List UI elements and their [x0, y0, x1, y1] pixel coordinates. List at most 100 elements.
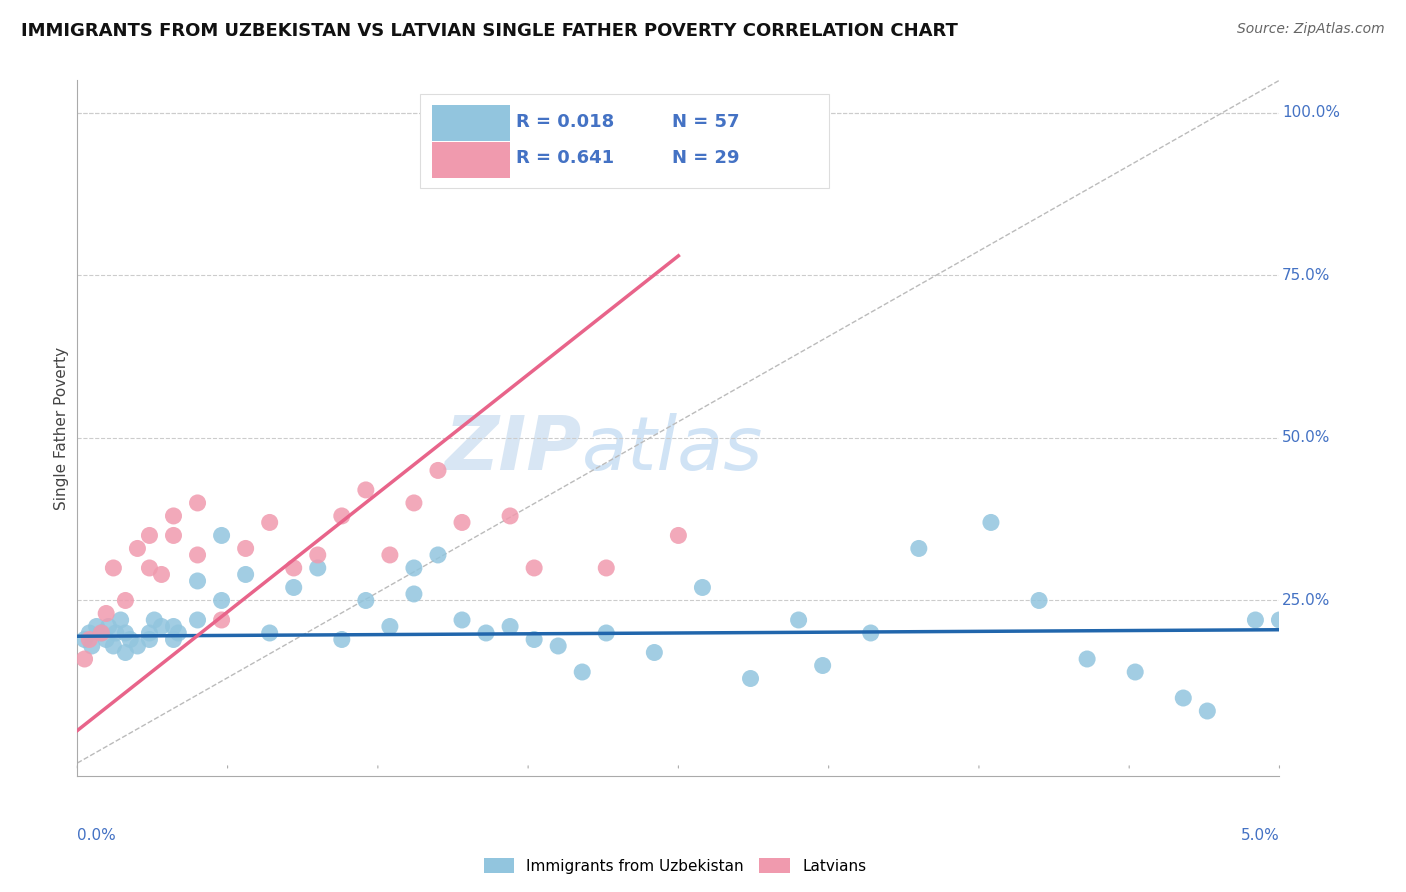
- Y-axis label: Single Father Poverty: Single Father Poverty: [53, 347, 69, 509]
- FancyBboxPatch shape: [432, 142, 510, 178]
- Point: [80, 639, 103, 653]
- Point: [186, 574, 209, 588]
- Point: [211, 593, 233, 607]
- Point: [138, 626, 160, 640]
- Point: [330, 632, 353, 647]
- Point: [110, 613, 132, 627]
- Point: [595, 626, 617, 640]
- Point: [499, 619, 522, 633]
- Point: [211, 528, 233, 542]
- Point: [523, 632, 546, 647]
- Point: [162, 619, 184, 633]
- Point: [138, 561, 160, 575]
- Point: [103, 639, 125, 653]
- Legend: Immigrants from Uzbekistan, Latvians: Immigrants from Uzbekistan, Latvians: [478, 852, 872, 880]
- Point: [104, 626, 127, 640]
- Point: [1197, 704, 1219, 718]
- Point: [186, 548, 209, 562]
- Point: [354, 593, 377, 607]
- FancyBboxPatch shape: [432, 104, 510, 141]
- Point: [402, 587, 425, 601]
- Point: [97, 619, 120, 633]
- Point: [127, 639, 149, 653]
- Point: [811, 658, 834, 673]
- Point: [259, 626, 281, 640]
- Point: [740, 672, 762, 686]
- Text: 25.0%: 25.0%: [1282, 593, 1330, 608]
- Point: [103, 561, 125, 575]
- Point: [90, 626, 112, 640]
- Point: [114, 645, 136, 659]
- Point: [571, 665, 593, 679]
- Point: [186, 613, 209, 627]
- Point: [96, 632, 118, 647]
- Point: [547, 639, 569, 653]
- Point: [235, 541, 257, 556]
- Point: [73, 652, 96, 666]
- Point: [79, 626, 101, 640]
- Point: [162, 632, 184, 647]
- Text: 100.0%: 100.0%: [1282, 105, 1340, 120]
- Point: [523, 561, 546, 575]
- Text: IMMIGRANTS FROM UZBEKISTAN VS LATVIAN SINGLE FATHER POVERTY CORRELATION CHART: IMMIGRANTS FROM UZBEKISTAN VS LATVIAN SI…: [21, 22, 957, 40]
- Point: [259, 516, 281, 530]
- Point: [1244, 613, 1267, 627]
- Point: [162, 508, 184, 523]
- Point: [283, 561, 305, 575]
- Point: [1028, 593, 1050, 607]
- Point: [138, 528, 160, 542]
- Point: [90, 626, 112, 640]
- Text: 75.0%: 75.0%: [1282, 268, 1330, 283]
- Point: [1268, 613, 1291, 627]
- Point: [114, 626, 136, 640]
- Point: [283, 581, 305, 595]
- Point: [643, 645, 665, 659]
- Point: [427, 548, 450, 562]
- Point: [908, 541, 931, 556]
- Point: [499, 508, 522, 523]
- Text: R = 0.641: R = 0.641: [516, 149, 614, 167]
- Point: [787, 613, 810, 627]
- Text: 0.0%: 0.0%: [77, 828, 117, 843]
- Point: [354, 483, 377, 497]
- Point: [235, 567, 257, 582]
- Text: Source: ZipAtlas.com: Source: ZipAtlas.com: [1237, 22, 1385, 37]
- Point: [307, 561, 329, 575]
- Point: [138, 632, 160, 647]
- Point: [120, 632, 142, 647]
- Point: [595, 561, 617, 575]
- Point: [980, 516, 1002, 530]
- Text: R = 0.018: R = 0.018: [516, 113, 614, 131]
- Point: [143, 613, 166, 627]
- Point: [859, 626, 882, 640]
- Point: [1076, 652, 1098, 666]
- FancyBboxPatch shape: [420, 95, 828, 188]
- Text: ZIP: ZIP: [444, 412, 582, 485]
- Text: N = 57: N = 57: [672, 113, 740, 131]
- Point: [167, 626, 190, 640]
- Point: [475, 626, 498, 640]
- Point: [114, 593, 136, 607]
- Point: [307, 548, 329, 562]
- Point: [427, 463, 450, 477]
- Text: 50.0%: 50.0%: [1282, 431, 1330, 445]
- Point: [330, 508, 353, 523]
- Point: [451, 516, 474, 530]
- Point: [1123, 665, 1146, 679]
- Point: [1173, 691, 1195, 706]
- Point: [162, 528, 184, 542]
- Text: atlas: atlas: [582, 413, 763, 485]
- Point: [378, 619, 401, 633]
- Point: [378, 548, 401, 562]
- Point: [402, 496, 425, 510]
- Point: [73, 632, 96, 647]
- Point: [451, 613, 474, 627]
- Point: [668, 528, 690, 542]
- Point: [150, 567, 173, 582]
- Point: [86, 619, 108, 633]
- Point: [402, 561, 425, 575]
- Point: [96, 607, 118, 621]
- Point: [150, 619, 173, 633]
- Point: [79, 632, 101, 647]
- Text: N = 29: N = 29: [672, 149, 740, 167]
